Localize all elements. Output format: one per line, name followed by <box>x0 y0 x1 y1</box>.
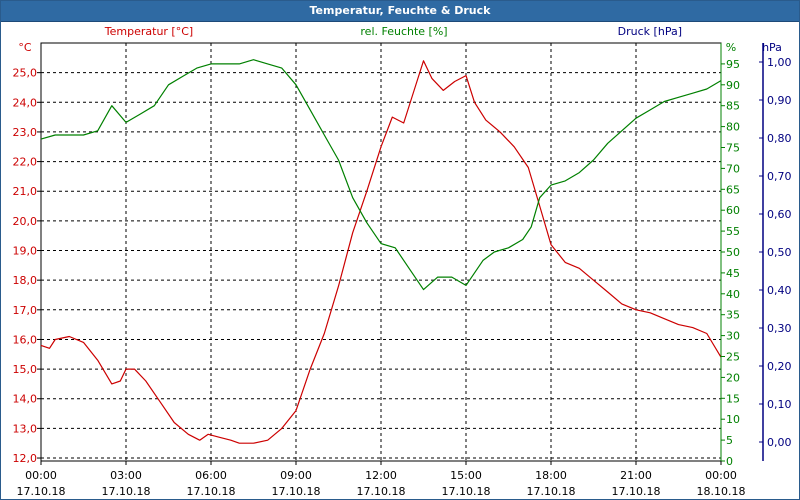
time-tick-label: 06:00 <box>195 469 227 482</box>
date-tick-label: 17.10.18 <box>612 485 661 498</box>
pressure-tick-label: 0,50 <box>767 246 792 259</box>
humidity-tick-label: 50 <box>726 246 740 259</box>
humidity-unit-label: % <box>726 41 736 54</box>
time-tick-label: 18:00 <box>535 469 567 482</box>
pressure-tick-label: 1,00 <box>767 56 792 69</box>
time-tick-label: 00:00 <box>25 469 57 482</box>
humidity-tick-label: 80 <box>726 121 740 134</box>
temperature-tick-label: 17,0 <box>13 304 38 317</box>
chart-title: Temperatur, Feuchte & Druck <box>309 4 491 17</box>
date-tick-label: 17.10.18 <box>187 485 236 498</box>
pressure-tick-label: 0,10 <box>767 398 792 411</box>
pressure-tick-label: 0,00 <box>767 436 792 449</box>
date-tick-label: 17.10.18 <box>527 485 576 498</box>
temperature-series-line <box>40 60 722 444</box>
temperature-tick-label: 16,0 <box>13 333 38 346</box>
temperature-unit-label: °C <box>18 41 32 54</box>
time-tick-label: 12:00 <box>365 469 397 482</box>
pressure-tick-label: 0,20 <box>767 360 792 373</box>
temperature-tick-label: 13,0 <box>13 422 38 435</box>
pressure-axis-label: Druck [hPa] <box>618 25 682 38</box>
time-tick-label: 15:00 <box>450 469 482 482</box>
axis-labels: °C Temperatur [°C] rel. Feuchte [%] Druc… <box>18 25 782 54</box>
humidity-tick-label: 70 <box>726 162 740 175</box>
humidity-tick-label: 75 <box>726 142 740 155</box>
temperature-tick-label: 15,0 <box>13 363 38 376</box>
date-tick-label: 17.10.18 <box>272 485 321 498</box>
temperature-tick-label: 18,0 <box>13 274 38 287</box>
date-tick-label: 17.10.18 <box>357 485 406 498</box>
date-tick-label: 17.10.18 <box>102 485 151 498</box>
date-tick-label: 18.10.18 <box>697 485 746 498</box>
humidity-tick-label: 15 <box>726 392 740 405</box>
humidity-tick-label: 20 <box>726 371 740 384</box>
grid-lines <box>41 43 721 461</box>
time-axis: 00:00 17.10.18 03:00 17.10.18 06:00 17.10.18 0… <box>17 461 746 498</box>
humidity-tick-label: 35 <box>726 309 740 322</box>
pressure-tick-label: 0,60 <box>767 208 792 221</box>
humidity-series-line <box>40 59 722 291</box>
series-lines <box>40 59 722 444</box>
time-tick-label: 03:00 <box>110 469 142 482</box>
humidity-tick-label: 95 <box>726 58 740 71</box>
pressure-tick-label: 0,90 <box>767 94 792 107</box>
humidity-tick-label: 60 <box>726 204 740 217</box>
humidity-tick-label: 90 <box>726 79 740 92</box>
humidity-tick-label: 10 <box>726 413 740 426</box>
pressure-tick-label: 0,80 <box>767 132 792 145</box>
temperature-tick-label: 25,0 <box>13 67 38 80</box>
time-tick-label: 09:00 <box>280 469 312 482</box>
humidity-tick-label: 55 <box>726 225 740 238</box>
humidity-tick-label: 85 <box>726 100 740 113</box>
temperature-tick-label: 21,0 <box>13 185 38 198</box>
temperature-tick-label: 22,0 <box>13 156 38 169</box>
title-bar: Temperatur, Feuchte & Druck <box>1 1 799 22</box>
temperature-tick-label: 14,0 <box>13 393 38 406</box>
time-tick-label: 21:00 <box>620 469 652 482</box>
time-tick-label: 00:00 <box>705 469 737 482</box>
pressure-tick-label: 0,30 <box>767 322 792 335</box>
humidity-tick-label: 25 <box>726 351 740 364</box>
temperature-axis-label: Temperatur [°C] <box>104 25 193 38</box>
humidity-tick-label: 0 <box>726 455 733 468</box>
pressure-tick-label: 0,70 <box>767 170 792 183</box>
temperature-tick-label: 23,0 <box>13 126 38 139</box>
date-tick-label: 17.10.18 <box>442 485 491 498</box>
pressure-unit-label: hPa <box>762 41 782 54</box>
humidity-tick-label: 40 <box>726 288 740 301</box>
pressure-tick-label: 0,40 <box>767 284 792 297</box>
temperature-tick-label: 24,0 <box>13 96 38 109</box>
humidity-tick-label: 65 <box>726 183 740 196</box>
temperature-axis: 12,0 13,0 14,0 15,0 16,0 17,0 18,0 19,0 20,0 21,0… <box>13 67 41 465</box>
humidity-axis-label: rel. Feuchte [%] <box>360 25 447 38</box>
pressure-axis: 0,00 0,10 0,20 0,30 0,40 0,50 0,60 0,70 0,80 0,90… <box>759 43 792 461</box>
humidity-tick-label: 30 <box>726 330 740 343</box>
humidity-tick-label: 45 <box>726 267 740 280</box>
humidity-axis: 0 5 10 15 20 25 30 35 40 45 50 55 60 65 70 75 80 85 90 95 <box>720 43 740 468</box>
date-tick-label: 17.10.18 <box>17 485 66 498</box>
temperature-tick-label: 20,0 <box>13 215 38 228</box>
temperature-tick-label: 19,0 <box>13 245 38 258</box>
temperature-tick-label: 12,0 <box>13 452 38 465</box>
humidity-tick-label: 5 <box>726 434 733 447</box>
